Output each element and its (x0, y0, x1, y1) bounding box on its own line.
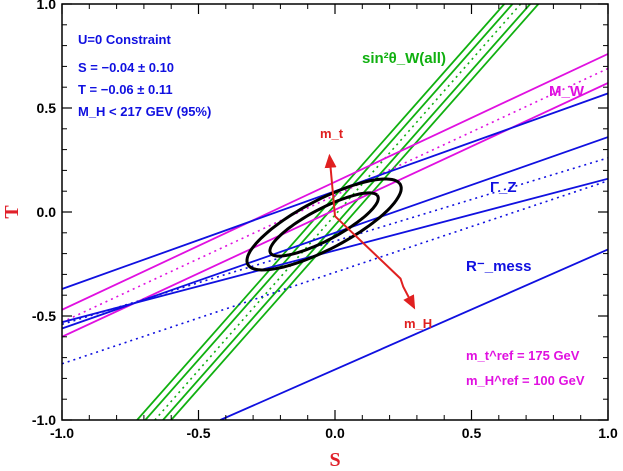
y-tick-label: 1.0 (37, 0, 57, 12)
t-value-text: T = −0.06 ± 0.11 (78, 82, 173, 97)
y-tick-label: 0.0 (37, 204, 57, 220)
mw-line-5 (62, 53, 608, 311)
mt-arrow (324, 153, 337, 217)
blue-line-9 (62, 136, 608, 330)
mh-arrow (334, 215, 416, 310)
arrow-layer (324, 153, 416, 310)
confidence-ellipse-1 (268, 191, 380, 258)
r-mess-label: R⁻_mess (466, 258, 531, 275)
x-axis-label: S (329, 449, 340, 471)
sin2theta-line-4 (170, 4, 540, 420)
mw-label: M_W (549, 83, 585, 100)
s-value-text: S = −0.04 ± 0.10 (78, 60, 174, 75)
mh-limit-text: M_H < 217 GEV (95%) (78, 104, 211, 119)
mh-arrow-label: m_H (404, 316, 432, 331)
x-tick-label: -1.0 (50, 425, 74, 441)
blue-line-13 (219, 248, 608, 420)
sin2theta-line-3 (162, 4, 531, 420)
y-tick-label: -0.5 (32, 308, 56, 324)
sin2theta-line-2 (154, 4, 522, 420)
blue-line-10 (62, 157, 608, 326)
confidence-ellipse-2 (245, 177, 403, 272)
mt-ref-text: m_t^ref = 175 GeV (466, 348, 580, 363)
mw-line-6 (62, 67, 608, 323)
sin2theta-label: sin²θ_W(all) (362, 50, 446, 67)
x-tick-label: 0.5 (462, 425, 482, 441)
mt-arrow-label: m_t (320, 126, 344, 141)
mh-ref-text: m_H^ref = 100 GeV (466, 373, 585, 388)
ellipse-layer (245, 177, 403, 272)
y-tick-label: 0.5 (37, 100, 57, 116)
gamma-z-label: Γ_Z (490, 179, 517, 196)
sin2theta-line-0 (136, 4, 505, 420)
blue-line-11 (62, 177, 608, 324)
constraint-title: U=0 Constraint (78, 32, 171, 47)
ticks-layer: -1.0 -0.5 0.0 0.5 1.0 -1.0 -0.5 0.0 0.5 1.0 (32, 0, 618, 441)
y-tick-label: -1.0 (32, 412, 56, 428)
x-tick-label: 1.0 (598, 425, 618, 441)
x-tick-label: -0.5 (186, 425, 210, 441)
y-axis-label: T (1, 205, 23, 219)
x-tick-label: 0.0 (325, 425, 345, 441)
